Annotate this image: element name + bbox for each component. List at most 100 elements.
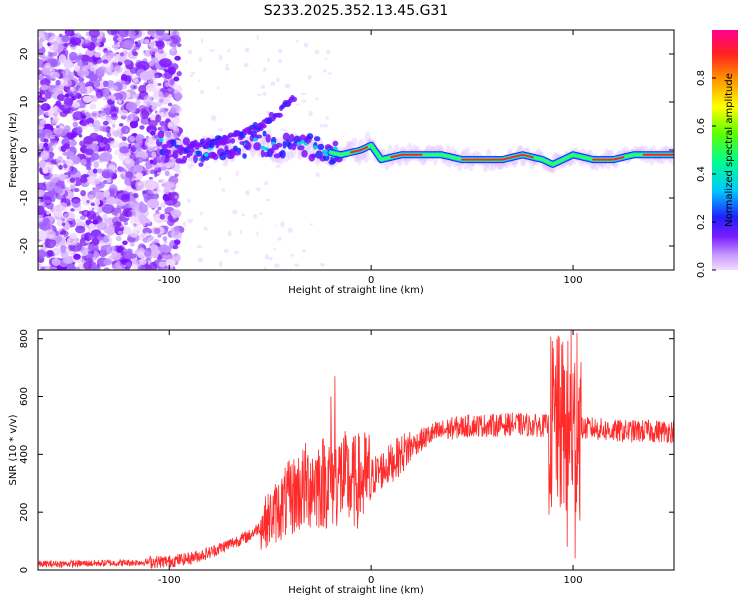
track-blob [174,144,181,149]
noise-blob [86,199,90,204]
noise-blob [60,244,67,251]
noise-blob [159,111,165,117]
noise-blob [54,105,59,110]
noise-blob [157,234,162,238]
noise-blob [141,144,145,148]
noise-blob [73,250,77,255]
noise-blob [82,59,89,67]
noise-blob [89,152,100,161]
noise-blob [129,201,134,206]
noise-blob [122,240,128,246]
noise-blob [66,235,79,246]
noise-blob [70,208,75,212]
noise-blob [108,187,118,194]
noise-blob [65,158,74,167]
noise-blob [119,146,130,154]
noise-blob [93,41,101,47]
noise-blob [38,30,46,38]
branch-blob [224,138,232,144]
y-tick-label: 10 [19,96,30,109]
noise-blob [154,147,158,151]
track-blob [182,155,188,162]
noise-blob [61,34,70,43]
noise-blob [38,200,42,205]
noise-blob [123,39,134,49]
noise-blob [79,118,88,127]
noise-blob [155,209,160,214]
noise-blob [69,165,74,172]
noise-blob [109,107,119,117]
noise-blob [161,73,167,79]
noise-blob [133,223,137,227]
noise-speckle [274,263,280,268]
noise-blob [174,173,179,177]
track-blob [253,142,262,151]
noise-speckle [277,164,281,168]
noise-blob [38,159,46,169]
snr-x-ticks: -100 0 100 [158,330,583,586]
noise-blob [53,248,60,254]
noise-blob [163,78,167,83]
noise-blob [176,43,182,48]
noise-blob [144,232,150,237]
noise-blob [98,31,106,39]
noise-blob [72,156,81,165]
noise-blob [165,131,172,138]
noise-speckle [257,93,262,96]
noise-blob [132,94,138,100]
noise-blob [114,225,121,231]
noise-blob [64,72,69,77]
noise-blob [133,192,139,199]
noise-blob [113,70,119,76]
noise-speckle [315,97,319,101]
noise-speckle [303,42,309,48]
noise-blob [152,90,164,101]
noise-speckle [278,59,283,64]
noise-blob [59,173,67,182]
track-blob [219,152,227,161]
noise-speckle [235,170,239,177]
noise-blob [79,177,88,184]
track-blob [297,145,305,151]
noise-blob [102,168,114,179]
noise-blob [102,96,107,101]
noise-blob [137,265,146,270]
noise-speckle [170,230,175,236]
noise-blob [154,74,159,79]
noise-blob [157,171,162,175]
noise-blob [50,159,57,165]
noise-blob [38,53,46,59]
snr-y-label: SNR (10 * v/v) [8,414,19,485]
y-tick-label: 200 [19,503,30,522]
noise-blob [73,187,80,193]
track-blob [233,145,238,152]
noise-blob [102,59,109,64]
noise-blob [105,196,117,205]
noise-blob [49,71,60,79]
noise-blob [108,118,117,125]
track-blob [262,130,267,137]
noise-blob [135,147,142,153]
noise-speckle [240,229,243,235]
noise-blob [78,86,89,95]
track-blob [196,150,203,157]
noise-blob [64,93,70,98]
noise-blob [40,84,49,91]
noise-blob [144,180,157,190]
noise-blob [168,123,173,127]
noise-blob [49,134,56,140]
noise-blob [40,266,46,270]
noise-speckle [322,69,327,73]
noise-speckle [241,213,246,217]
colorbar-ticks: 0.0 0.2 0.4 0.6 0.8 [696,70,716,278]
noise-speckle [179,236,182,241]
noise-blob [137,182,141,187]
noise-blob [114,41,118,45]
noise-blob [62,256,73,264]
colorbar-tick-label: 0.6 [696,118,707,134]
noise-blob [55,79,61,86]
noise-blob [46,210,51,215]
noise-blob [110,95,116,101]
noise-speckle [256,187,261,192]
